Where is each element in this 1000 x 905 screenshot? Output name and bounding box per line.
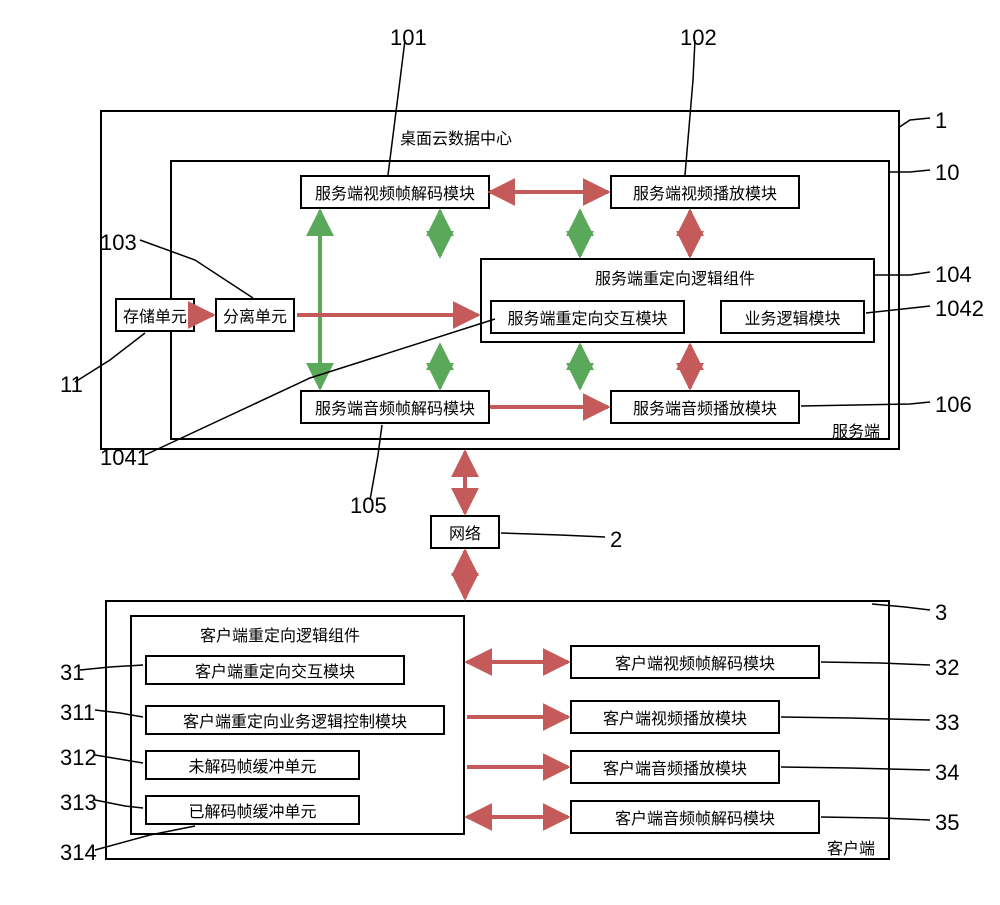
callout-2: 2	[610, 527, 622, 553]
callout-101: 101	[390, 25, 427, 51]
callout-105: 105	[350, 493, 387, 519]
box-storage: 存储单元	[115, 298, 195, 332]
box-client-ctrl: 客户端重定向业务逻辑控制模块	[145, 705, 445, 735]
callout-103: 103	[100, 230, 137, 256]
callout-106: 106	[935, 392, 972, 418]
callout-31: 31	[60, 660, 84, 686]
callout-104: 104	[935, 262, 972, 288]
callout-35: 35	[935, 810, 959, 836]
box-client-dec: 已解码帧缓冲单元	[145, 795, 360, 825]
box-separate: 分离单元	[215, 298, 295, 332]
callout-312: 312	[60, 745, 97, 771]
callout-102: 102	[680, 25, 717, 51]
callout-1: 1	[935, 108, 947, 134]
callout-10: 10	[935, 160, 959, 186]
box-video-play-client: 客户端视频播放模块	[570, 700, 780, 734]
callout-314: 314	[60, 840, 97, 866]
box-client-inter: 客户端重定向交互模块	[145, 655, 405, 685]
leader-line	[898, 118, 930, 128]
title-redirect-server: 服务端重定向逻辑组件	[595, 265, 755, 289]
leader-line	[501, 533, 605, 537]
box-client-undec: 未解码帧缓冲单元	[145, 750, 360, 780]
callout-311: 311	[60, 700, 95, 726]
box-audio-play-server: 服务端音频播放模块	[610, 390, 800, 424]
callout-1041: 1041	[100, 445, 149, 471]
box-video-decode-server: 服务端视频帧解码模块	[300, 175, 490, 209]
label-server-corner: 服务端	[832, 418, 880, 442]
callout-313: 313	[60, 790, 97, 816]
box-redirect-inter-server: 服务端重定向交互模块	[490, 300, 685, 334]
label-client-corner: 客户端	[827, 835, 875, 859]
box-network: 网络	[430, 515, 500, 549]
callout-1042: 1042	[935, 296, 984, 322]
callout-11: 11	[60, 372, 83, 398]
box-video-decode-client: 客户端视频帧解码模块	[570, 645, 820, 679]
box-video-play-server: 服务端视频播放模块	[610, 175, 800, 209]
callout-34: 34	[935, 760, 959, 786]
callout-32: 32	[935, 655, 959, 681]
box-audio-decode-client: 客户端音频帧解码模块	[570, 800, 820, 834]
title-redirect-client: 客户端重定向逻辑组件	[200, 622, 360, 646]
callout-33: 33	[935, 710, 959, 736]
callout-3: 3	[935, 600, 947, 626]
title-datacenter: 桌面云数据中心	[400, 125, 512, 149]
box-audio-play-client: 客户端音频播放模块	[570, 750, 780, 784]
box-audio-decode-server: 服务端音频帧解码模块	[300, 390, 490, 424]
box-biz-logic: 业务逻辑模块	[720, 300, 865, 334]
